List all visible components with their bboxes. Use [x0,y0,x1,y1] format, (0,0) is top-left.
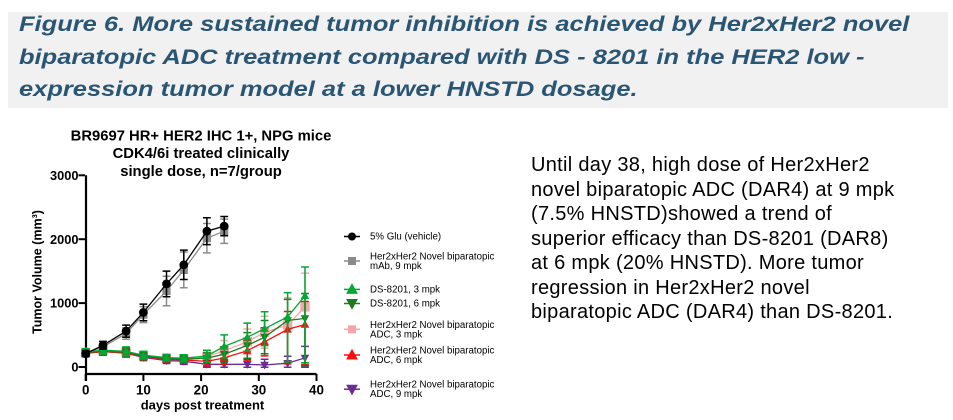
svg-text:Her2xHer2 Novel biparatopic: Her2xHer2 Novel biparatopic [370,380,495,391]
svg-text:0: 0 [71,360,78,375]
svg-text:days post treatment: days post treatment [141,398,265,413]
svg-text:ADC, 3 mpk: ADC, 3 mpk [370,329,422,340]
svg-text:Her2xHer2 Novel biparatopic: Her2xHer2 Novel biparatopic [370,252,495,263]
svg-text:DS-8201, 6 mpk: DS-8201, 6 mpk [370,299,440,310]
svg-text:5% Glu (vehicle): 5% Glu (vehicle) [370,232,441,243]
svg-text:10: 10 [136,383,151,398]
svg-text:single dose, n=7/group: single dose, n=7/group [120,164,282,180]
svg-text:0: 0 [82,383,89,398]
svg-text:ADC, 6 mpk: ADC, 6 mpk [370,355,422,366]
svg-text:ADC, 9 mpk: ADC, 9 mpk [370,389,422,400]
svg-text:DS-8201, 3 mpk: DS-8201, 3 mpk [370,285,440,296]
svg-text:CDK4/6i treated clinically: CDK4/6i treated clinically [113,146,291,162]
svg-text:30: 30 [251,383,266,398]
svg-text:40: 40 [309,383,324,398]
svg-text:Her2xHer2 Novel biparatopic: Her2xHer2 Novel biparatopic [370,320,495,331]
svg-text:mAb, 9 mpk: mAb, 9 mpk [370,261,422,272]
svg-text:1000: 1000 [50,296,78,311]
svg-text:Her2xHer2 Novel biparatopic: Her2xHer2 Novel biparatopic [370,346,495,357]
svg-text:3000: 3000 [50,168,78,183]
svg-text:20: 20 [194,383,209,398]
svg-text:Tumor Volume (mm³): Tumor Volume (mm³) [31,210,45,334]
svg-text:BR9697 HR+ HER2 IHC 1+, NPG mi: BR9697 HR+ HER2 IHC 1+, NPG mice [71,129,332,145]
svg-text:2000: 2000 [50,232,78,247]
